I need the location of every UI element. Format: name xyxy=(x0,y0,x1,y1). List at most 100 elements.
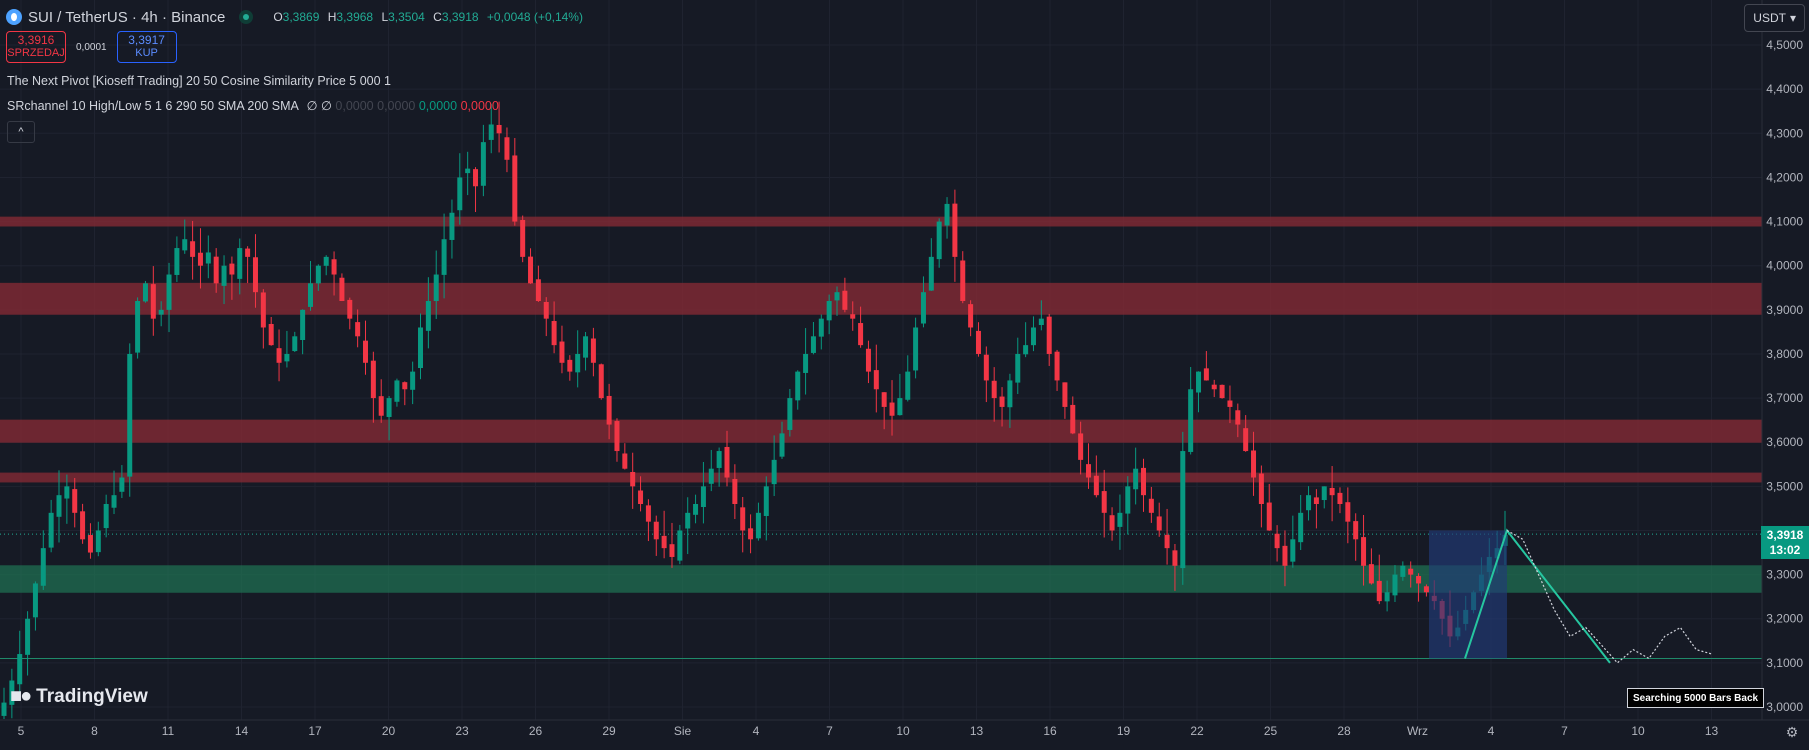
market-open-status-icon xyxy=(239,10,254,24)
candle-body xyxy=(528,256,534,284)
x-tick-label: 11 xyxy=(162,724,175,738)
gear-icon[interactable]: ⚙ xyxy=(1785,724,1799,740)
candle-body xyxy=(1227,400,1233,407)
candle-body xyxy=(1180,451,1186,569)
candle-body xyxy=(1306,495,1312,511)
candle-body xyxy=(818,318,824,337)
x-tick-label: 13 xyxy=(970,724,984,738)
candle-body xyxy=(158,309,164,315)
candle-body xyxy=(590,338,596,363)
candle-body xyxy=(1400,565,1406,577)
sr-zone-resistance xyxy=(0,472,1763,483)
candle-body xyxy=(1,702,7,716)
x-tick-label: Wrz xyxy=(1407,724,1428,738)
x-tick-label: Sie xyxy=(674,724,692,738)
candle-body xyxy=(355,322,361,337)
indicator-pivot-label[interactable]: The Next Pivot [Kioseff Trading] 20 50 C… xyxy=(7,74,391,88)
candle-body xyxy=(80,511,86,540)
candle-body xyxy=(402,382,408,390)
y-tick-label: 4,4000 xyxy=(1766,82,1803,96)
x-tick-label: 23 xyxy=(455,724,469,738)
candle-body xyxy=(1164,534,1170,549)
candle-body xyxy=(268,323,274,346)
candle-body xyxy=(1030,327,1036,346)
sell-button[interactable]: 3,3916 SPRZEDAJ xyxy=(6,31,66,63)
price-change: +0,0048 (+0,14%) xyxy=(486,10,583,24)
candle-body xyxy=(197,252,203,266)
candle-body xyxy=(150,284,156,319)
candle-body xyxy=(512,155,518,222)
candle-body xyxy=(1274,533,1280,549)
candle-body xyxy=(504,137,510,160)
candle-body xyxy=(905,371,911,400)
candle-body xyxy=(763,486,769,516)
candle-body xyxy=(1290,539,1296,562)
candle-body xyxy=(48,512,54,548)
candle-body xyxy=(638,490,644,505)
candle-body xyxy=(865,348,871,372)
candle-body xyxy=(1376,580,1382,602)
candle-body xyxy=(260,292,266,328)
currency-selector[interactable]: USDT ▾ xyxy=(1744,4,1805,32)
candle-body xyxy=(205,252,211,264)
y-tick-label: 4,0000 xyxy=(1766,259,1803,273)
candle-body xyxy=(64,486,70,499)
symbol-title[interactable]: SUI / TetherUS · 4h · Binance xyxy=(28,8,226,26)
chevron-down-icon: ▾ xyxy=(1789,11,1796,25)
candle-body xyxy=(307,283,313,307)
candle-body xyxy=(520,220,526,257)
tradingview-logo: ■● TradingView xyxy=(10,685,148,707)
candle-body xyxy=(1101,491,1107,513)
candle-body xyxy=(1361,537,1367,566)
y-tick-label: 3,3000 xyxy=(1766,568,1803,582)
candle-body xyxy=(928,256,934,291)
sr-zone-resistance xyxy=(0,419,1763,443)
candle-body xyxy=(1298,512,1304,543)
candle-body xyxy=(653,521,659,540)
candle-body xyxy=(425,301,431,331)
x-tick-label: 28 xyxy=(1337,724,1351,738)
candle-body xyxy=(732,478,738,505)
candle-body xyxy=(292,336,298,352)
y-tick-label: 3,7000 xyxy=(1766,391,1803,405)
candle-body xyxy=(1243,428,1249,452)
candle-body xyxy=(135,301,141,353)
candle-body xyxy=(1133,468,1139,490)
sr-zone-resistance xyxy=(0,216,1763,227)
x-tick-label: 14 xyxy=(235,724,249,738)
candle-body xyxy=(559,341,565,363)
candle-body xyxy=(669,544,675,557)
candle-body xyxy=(1251,450,1257,478)
collapse-legend-button[interactable]: ^ xyxy=(7,121,35,143)
indicator-srchannel-label[interactable]: SRchannel 10 High/Low 5 1 6 290 50 SMA 2… xyxy=(7,99,499,113)
candle-body xyxy=(386,398,392,417)
candle-body xyxy=(881,392,887,407)
candle-body xyxy=(1321,486,1327,501)
candle-body xyxy=(1235,410,1241,425)
x-tick-label: 20 xyxy=(382,724,396,738)
candle-body xyxy=(1337,492,1343,505)
candle-body xyxy=(1093,475,1099,496)
candle-body xyxy=(95,530,101,553)
buy-button[interactable]: 3,3917 KUP xyxy=(116,31,177,63)
candle-body xyxy=(983,354,989,381)
candle-body xyxy=(858,323,864,346)
candle-body xyxy=(441,239,447,275)
candle-body xyxy=(755,512,761,539)
candle-body xyxy=(190,241,196,257)
candle-body xyxy=(551,321,557,346)
candle-body xyxy=(1148,498,1154,513)
candle-body xyxy=(1070,404,1076,434)
candle-body xyxy=(1156,516,1162,531)
candle-body xyxy=(433,274,439,302)
candle-body xyxy=(1416,576,1422,584)
candle-body xyxy=(1408,568,1414,575)
candle-body xyxy=(1125,486,1131,514)
x-tick-label: 8 xyxy=(91,724,98,738)
candle-body xyxy=(25,618,31,655)
candle-body xyxy=(166,274,172,310)
candle-body xyxy=(182,239,188,251)
y-tick-label: 3,2000 xyxy=(1766,612,1803,626)
